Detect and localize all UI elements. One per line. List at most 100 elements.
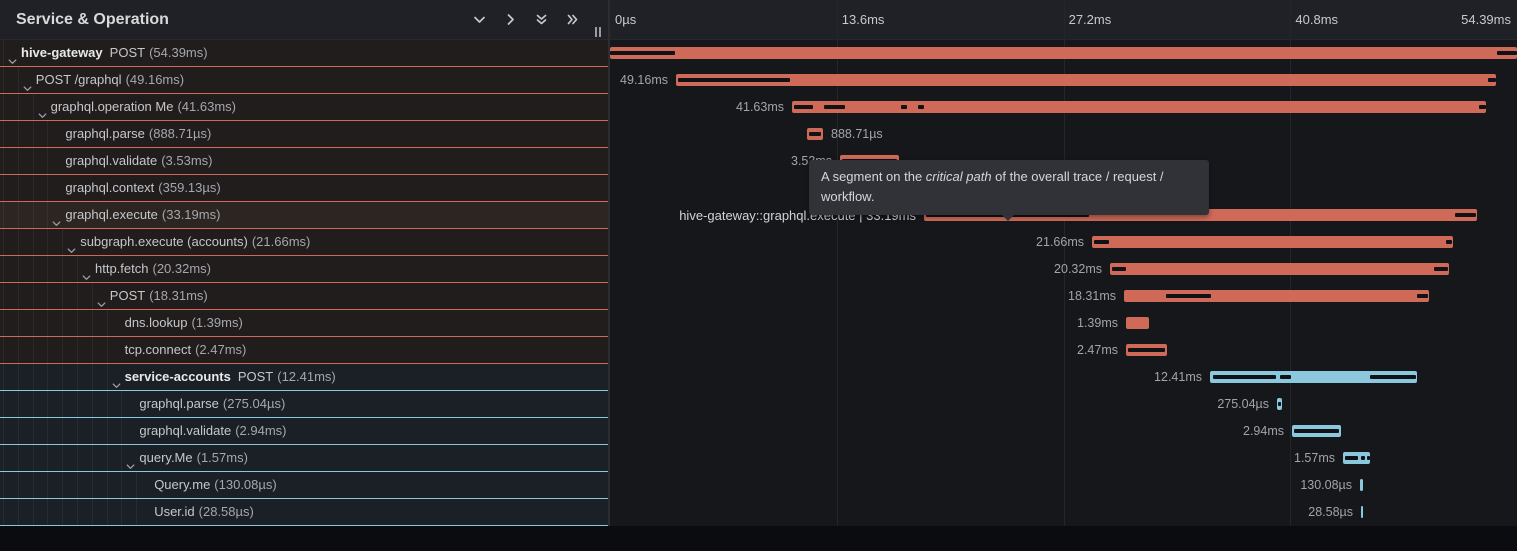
span-tree-row[interactable]: graphql.parse (275.04µs)	[0, 391, 608, 418]
span-bar[interactable]	[1110, 263, 1449, 275]
critical-path-segment	[1112, 267, 1126, 271]
axis-tick-label: 40.8ms	[1295, 12, 1339, 27]
critical-path-segment	[1417, 294, 1428, 298]
indent-guide	[121, 472, 123, 498]
span-tree-row[interactable]: POST (18.31ms)	[0, 283, 608, 310]
span-bar[interactable]	[610, 47, 1517, 59]
indent-guide	[91, 472, 93, 498]
indent-guide	[121, 499, 123, 525]
indent-guide	[3, 40, 4, 66]
span-tree-row[interactable]: graphql.validate (3.53ms)	[0, 148, 608, 175]
critical-path-segment	[1497, 51, 1517, 55]
indent-guide	[17, 337, 19, 363]
span-duration: (12.41ms)	[277, 369, 336, 384]
critical-path-segment	[809, 132, 821, 136]
span-label: hive-gateway POST (54.39ms)	[21, 40, 208, 65]
indent-guide	[77, 472, 78, 498]
span-bar[interactable]	[1361, 506, 1363, 518]
indent-guide	[62, 229, 64, 255]
span-bar[interactable]	[676, 74, 1496, 86]
span-label: graphql.parse (275.04µs)	[139, 391, 285, 416]
critical-path-tooltip: A segment on the critical path of the ov…	[809, 160, 1209, 221]
indent-guide	[77, 283, 78, 309]
critical-path-segment	[1488, 78, 1496, 82]
bar-duration-label: 2.94ms	[1243, 424, 1284, 438]
span-tree-row[interactable]: graphql.validate (2.94ms)	[0, 418, 608, 445]
indent-guide	[121, 445, 123, 471]
bar-duration-label: 888.71µs	[831, 127, 883, 141]
indent-guide	[62, 256, 64, 282]
indent-guide	[17, 94, 19, 120]
bar-duration-label: 21.66ms	[1036, 235, 1084, 249]
bar-duration-label: 2.47ms	[1077, 343, 1118, 357]
span-bar-row: 130.08µs	[610, 472, 1517, 499]
indent-guide	[32, 472, 34, 498]
span-bar[interactable]	[1092, 236, 1453, 248]
span-tree-row[interactable]: graphql.execute (33.19ms)	[0, 202, 608, 229]
operation-name: graphql.parse	[139, 396, 219, 411]
span-duration: (2.94ms)	[235, 423, 287, 438]
chevrons-right-icon[interactable]	[565, 12, 580, 27]
critical-path-segment	[794, 105, 813, 109]
span-bar[interactable]	[1360, 479, 1363, 491]
span-tree-row[interactable]: Query.me (130.08µs)	[0, 472, 608, 499]
indent-guide	[17, 445, 19, 471]
axis-tick-label: 54.39ms	[1461, 12, 1511, 27]
indent-guide	[32, 148, 34, 174]
operation-name: User.id	[154, 504, 195, 519]
span-bar-row: 21.66ms	[610, 229, 1517, 256]
indent-guide	[32, 418, 34, 444]
span-tree-row[interactable]: query.Me (1.57ms)	[0, 445, 608, 472]
span-tree-row[interactable]: subgraph.execute (accounts) (21.66ms)	[0, 229, 608, 256]
span-label: dns.lookup (1.39ms)	[125, 310, 243, 335]
indent-guide	[32, 202, 34, 228]
bar-duration-label: 28.58µs	[1308, 505, 1353, 519]
span-tree-row[interactable]: POST /graphql (49.16ms)	[0, 67, 608, 94]
panel-divider[interactable]	[608, 0, 610, 526]
critical-path-segment	[1361, 456, 1365, 460]
critical-path-segment	[901, 105, 907, 109]
indent-guide	[17, 175, 19, 201]
span-tree-row[interactable]: hive-gateway POST (54.39ms)	[0, 40, 608, 67]
indent-guide	[3, 202, 4, 228]
indent-guide	[47, 391, 49, 417]
operation-name: Query.me	[154, 477, 211, 492]
indent-guide	[17, 499, 19, 525]
chevron-right-icon[interactable]	[503, 12, 518, 27]
indent-guide	[3, 364, 4, 390]
indent-guide	[3, 445, 4, 471]
indent-guide	[17, 364, 19, 390]
indent-guide	[3, 67, 4, 93]
span-tree-row[interactable]: service-accounts POST (12.41ms)	[0, 364, 608, 391]
indent-guide	[62, 391, 64, 417]
span-bar[interactable]	[792, 101, 1486, 113]
operation-name: graphql.execute	[65, 207, 158, 222]
span-bar[interactable]	[1126, 317, 1149, 329]
span-tree-row[interactable]: graphql.parse (888.71µs)	[0, 121, 608, 148]
span-bar[interactable]	[1124, 290, 1429, 302]
resize-handle-icon[interactable]	[594, 27, 602, 37]
chevron-down-icon[interactable]	[472, 12, 487, 27]
indent-guide	[106, 499, 108, 525]
span-duration: (1.39ms)	[191, 315, 243, 330]
indent-guide	[17, 202, 19, 228]
span-tree: hive-gateway POST (54.39ms) POST /graphql (4…	[0, 40, 608, 526]
span-label: POST /graphql (49.16ms)	[36, 67, 184, 92]
chevrons-down-icon[interactable]	[534, 12, 549, 27]
indent-guide	[47, 472, 49, 498]
span-tree-row[interactable]: graphql.context (359.13µs)	[0, 175, 608, 202]
indent-guide	[62, 499, 64, 525]
tooltip-text-prefix: A segment on the	[821, 169, 926, 184]
span-tree-row[interactable]: tcp.connect (2.47ms)	[0, 337, 608, 364]
span-tree-row[interactable]: User.id (28.58µs)	[0, 499, 608, 526]
span-tree-row[interactable]: http.fetch (20.32ms)	[0, 256, 608, 283]
span-duration: (33.19ms)	[161, 207, 221, 222]
span-label: User.id (28.58µs)	[154, 499, 254, 524]
span-tree-row[interactable]: dns.lookup (1.39ms)	[0, 310, 608, 337]
critical-path-segment	[1345, 456, 1358, 460]
axis-tick-label: 13.6ms	[841, 12, 885, 27]
span-tree-row[interactable]: graphql.operation Me (41.63ms)	[0, 94, 608, 121]
span-bar[interactable]	[1210, 371, 1417, 383]
timeline-axis: 0µs 13.6ms 27.2ms 40.8ms 54.39ms	[610, 0, 1517, 40]
indent-guide	[47, 202, 49, 228]
